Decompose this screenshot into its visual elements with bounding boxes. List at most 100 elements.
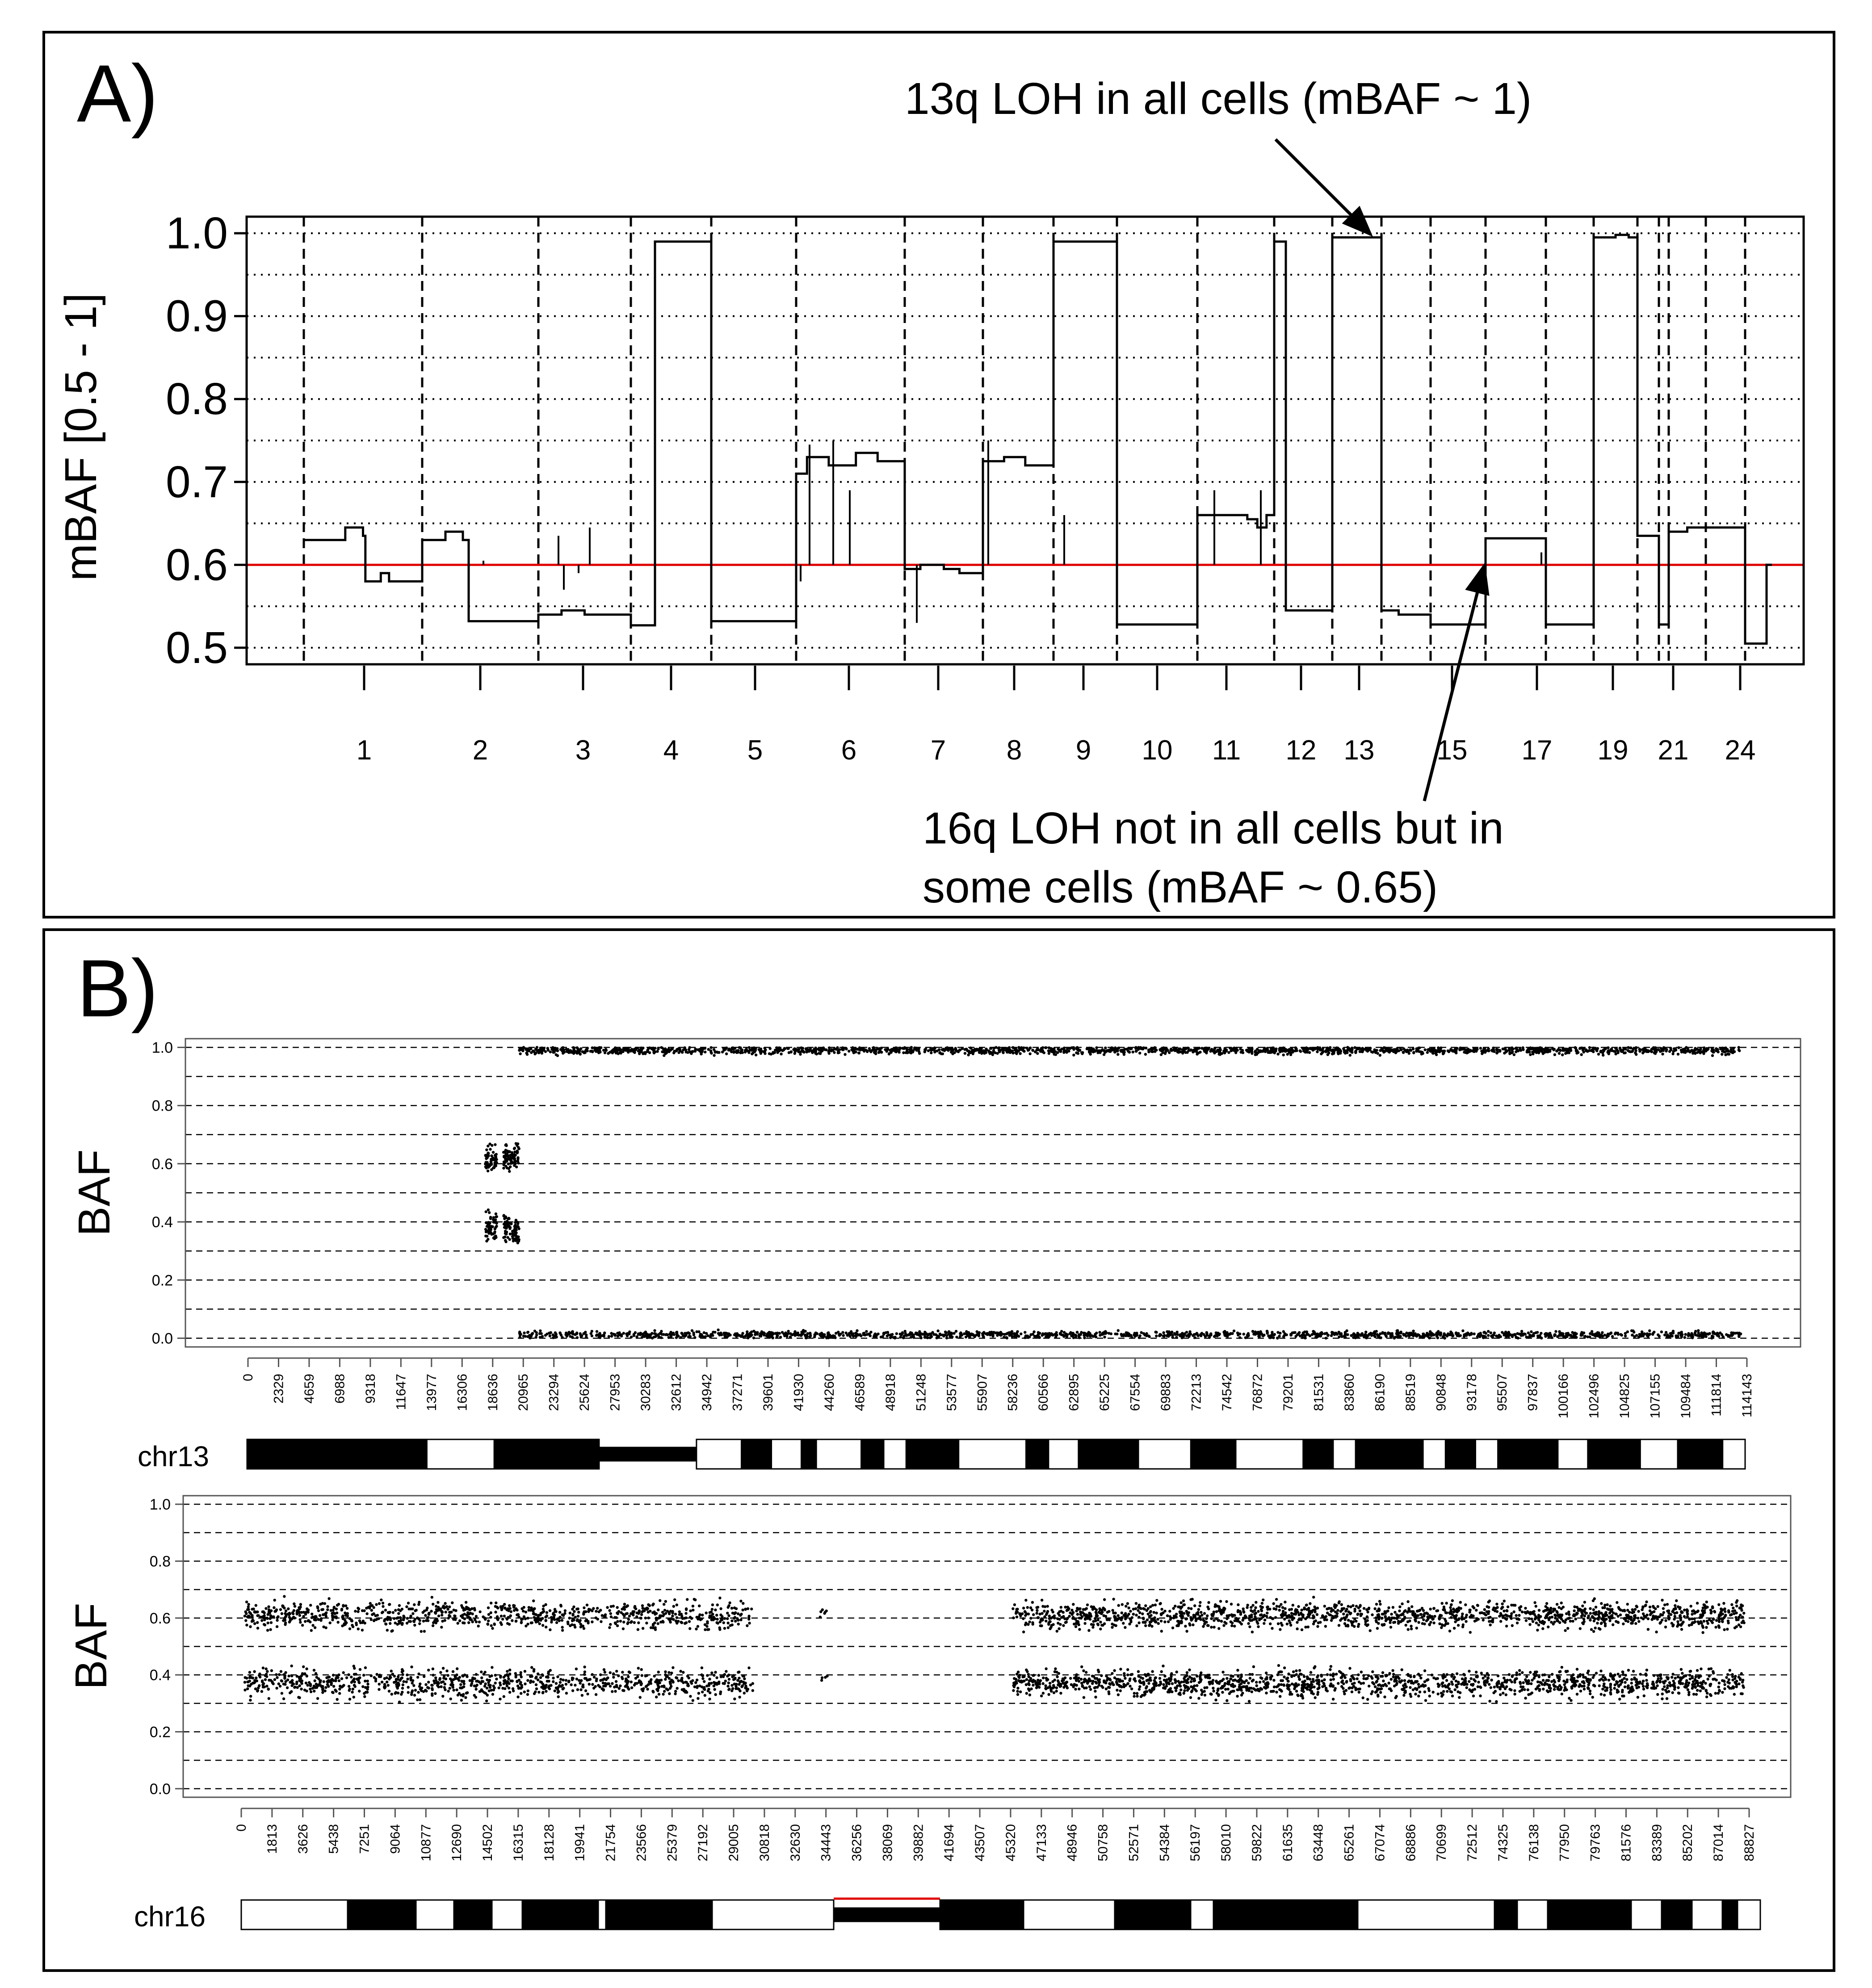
baf-point: [344, 1619, 347, 1622]
baf-point: [1691, 1336, 1694, 1339]
baf-point: [534, 1048, 537, 1051]
baf-y-tick-label: 1.0: [152, 1040, 173, 1057]
baf-point: [704, 1628, 707, 1632]
baf-point: [462, 1606, 465, 1610]
baf-point: [1384, 1046, 1387, 1049]
baf-x-tick-label: 13977: [424, 1374, 439, 1411]
baf-point: [634, 1331, 637, 1334]
baf-point: [759, 1050, 762, 1053]
baf-point: [1033, 1334, 1036, 1338]
baf-point: [1696, 1051, 1699, 1054]
baf-point: [1479, 1334, 1483, 1337]
baf-point: [1543, 1051, 1546, 1054]
baf-point: [558, 1619, 561, 1623]
baf-point: [862, 1048, 866, 1051]
baf-point: [710, 1333, 714, 1336]
baf-point: [595, 1334, 598, 1337]
baf-point: [1076, 1048, 1079, 1052]
baf-point: [1588, 1335, 1591, 1338]
ideogram-band: [1639, 1439, 1679, 1470]
baf-point: [615, 1616, 618, 1619]
baf-point: [1193, 1336, 1196, 1339]
baf-point: [901, 1331, 904, 1334]
baf-point: [355, 1621, 358, 1625]
baf-point: [1271, 1333, 1274, 1336]
baf-point: [579, 1053, 582, 1056]
baf-point: [835, 1332, 838, 1335]
baf-point: [1676, 1053, 1680, 1056]
baf-point: [1712, 1051, 1715, 1054]
baf-point: [1188, 1330, 1192, 1334]
baf-point: [1737, 1046, 1740, 1049]
baf-point: [1186, 1046, 1190, 1050]
baf-point: [1247, 1047, 1251, 1050]
baf-point: [1338, 1332, 1342, 1335]
baf-point: [1117, 1046, 1121, 1049]
baf-point: [516, 1151, 519, 1154]
baf-point: [652, 1046, 655, 1050]
baf-point: [418, 1601, 421, 1604]
baf-point: [387, 1611, 391, 1614]
baf-y-tick-label: 0.6: [152, 1156, 173, 1173]
baf-point: [264, 1607, 268, 1610]
baf-point: [1109, 1050, 1112, 1053]
baf-point: [947, 1330, 950, 1333]
baf-point: [985, 1048, 988, 1051]
baf-point: [1010, 1332, 1013, 1336]
baf-point: [848, 1335, 852, 1338]
baf-point: [1020, 1332, 1023, 1335]
baf-point: [915, 1332, 919, 1335]
baf-point: [575, 1607, 579, 1611]
baf-point: [1663, 1334, 1666, 1337]
baf-point: [430, 1596, 433, 1599]
baf-point: [609, 1671, 612, 1674]
baf-point: [507, 1162, 510, 1166]
baf-point: [1448, 1333, 1451, 1336]
baf-point: [730, 1606, 734, 1610]
baf-point: [1134, 1046, 1137, 1049]
baf-point: [1028, 1052, 1032, 1055]
baf-point: [487, 1229, 490, 1232]
baf-point: [902, 1051, 905, 1054]
baf-point: [558, 1681, 562, 1684]
baf-point: [567, 1332, 571, 1335]
baf-point: [1611, 1335, 1614, 1338]
baf-point: [991, 1051, 995, 1054]
baf-point: [849, 1330, 853, 1333]
baf-point: [462, 1621, 465, 1624]
baf-point: [378, 1682, 381, 1686]
baf-point: [1556, 1049, 1559, 1053]
baf-point: [576, 1615, 580, 1618]
baf-point: [852, 1334, 855, 1338]
panel-b-label: B): [77, 943, 158, 1034]
baf-point: [1566, 1048, 1570, 1051]
baf-point: [514, 1220, 517, 1224]
baf-point: [1140, 1331, 1143, 1334]
baf-point: [774, 1049, 777, 1052]
baf-point: [269, 1615, 273, 1618]
baf-point: [590, 1049, 594, 1053]
baf-x-tick-label: 60566: [1036, 1374, 1051, 1411]
baf-point: [1078, 1336, 1081, 1339]
baf-point: [1687, 1332, 1690, 1335]
baf-point: [1561, 1047, 1565, 1050]
baf-y-tick-label: 0.4: [152, 1214, 173, 1231]
baf-point: [1612, 1050, 1616, 1053]
baf-point: [646, 1336, 649, 1339]
baf-point: [1531, 1050, 1534, 1054]
baf-point: [680, 1332, 684, 1335]
baf-y-tick-label: 0.8: [152, 1098, 173, 1115]
panel-a-x-tick-label: 1: [357, 735, 372, 766]
baf-x-tick-label: 4659: [302, 1374, 317, 1404]
baf-point: [430, 1610, 433, 1613]
baf-point: [358, 1690, 361, 1693]
baf-point: [563, 1050, 566, 1054]
baf-point: [1352, 1332, 1356, 1335]
baf-point: [1151, 1050, 1154, 1053]
panel-a-x-tick-label: 17: [1522, 735, 1553, 766]
baf-point: [405, 1605, 408, 1608]
baf-point: [681, 1051, 684, 1054]
baf-point: [827, 1049, 831, 1052]
panel-a-x-tick-label: 12: [1286, 735, 1317, 766]
baf-point: [887, 1333, 890, 1337]
